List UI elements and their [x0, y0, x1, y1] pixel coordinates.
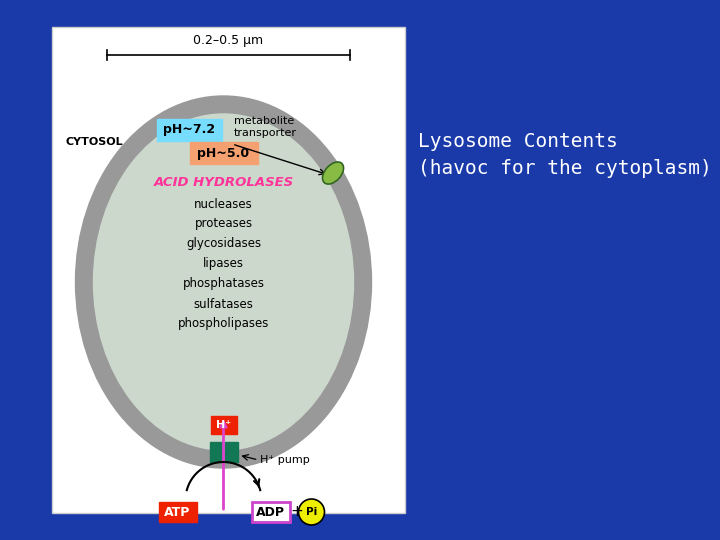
Text: phosphatases: phosphatases — [182, 278, 264, 291]
FancyBboxPatch shape — [210, 416, 236, 434]
Text: Lysosome Contents
(havoc for the cytoplasm): Lysosome Contents (havoc for the cytopla… — [418, 132, 712, 178]
FancyBboxPatch shape — [189, 142, 258, 164]
Circle shape — [299, 499, 325, 525]
Text: +: + — [290, 504, 303, 519]
Ellipse shape — [323, 162, 343, 184]
Text: glycosidases: glycosidases — [186, 238, 261, 251]
Ellipse shape — [94, 114, 354, 450]
FancyBboxPatch shape — [158, 502, 197, 522]
Text: 0.2–0.5 μm: 0.2–0.5 μm — [194, 34, 264, 47]
Text: ADP: ADP — [256, 505, 285, 518]
Text: sulfatases: sulfatases — [194, 298, 253, 310]
Text: H⁺ pump: H⁺ pump — [259, 455, 310, 465]
Text: nucleases: nucleases — [194, 198, 253, 211]
FancyBboxPatch shape — [157, 119, 222, 141]
Ellipse shape — [76, 96, 372, 468]
FancyBboxPatch shape — [225, 442, 238, 462]
Text: phospholipases: phospholipases — [178, 318, 269, 330]
Text: H⁺: H⁺ — [216, 420, 231, 430]
Text: proteases: proteases — [194, 218, 253, 231]
Text: ATP: ATP — [164, 505, 191, 518]
Text: lipases: lipases — [203, 258, 244, 271]
FancyBboxPatch shape — [210, 442, 222, 462]
Text: ACID HYDROLASES: ACID HYDROLASES — [153, 176, 294, 188]
FancyBboxPatch shape — [251, 502, 289, 522]
Text: Pi: Pi — [306, 507, 317, 517]
Text: CYTOSOL: CYTOSOL — [66, 137, 124, 147]
Bar — [52, 27, 405, 513]
Text: metabolite
transporter: metabolite transporter — [234, 116, 297, 138]
Text: pH~5.0: pH~5.0 — [197, 146, 250, 159]
Text: pH~7.2: pH~7.2 — [163, 124, 215, 137]
